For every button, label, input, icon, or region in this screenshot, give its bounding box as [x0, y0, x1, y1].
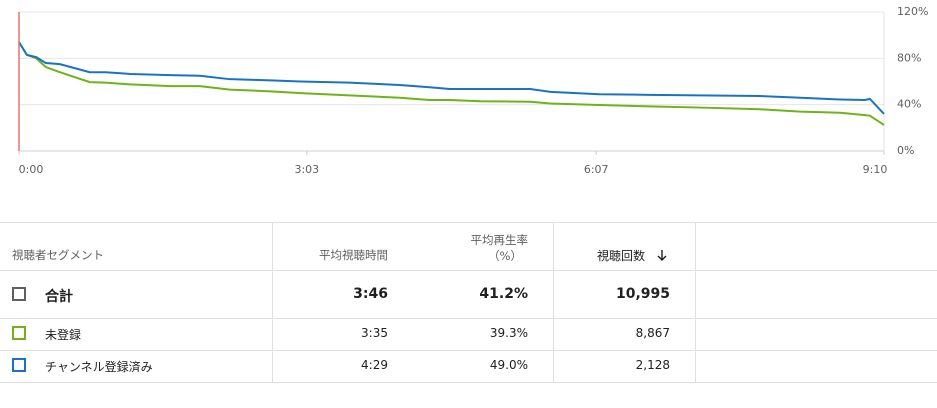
- cell: 8,867: [635, 326, 670, 340]
- row-border: [0, 318, 937, 319]
- chart: 0% 40% 80% 120% 0:00 3:03 6:07 9:10: [18, 5, 928, 176]
- header[interactable]: 平均視聴時間: [319, 248, 388, 262]
- y-tick-label: 120%: [897, 5, 928, 18]
- col-border: [695, 222, 696, 383]
- x-tick-label: 0:00: [19, 163, 44, 176]
- checkbox[interactable]: [12, 358, 26, 372]
- checkbox[interactable]: [12, 287, 26, 301]
- cell: 39.3%: [489, 326, 528, 340]
- cell: 2,128: [635, 358, 670, 372]
- x-tick-label: 3:03: [294, 163, 319, 176]
- header: 視聴者セグメント: [12, 248, 104, 262]
- segment: チャンネル登録済み: [45, 360, 153, 374]
- cell: 10,995: [615, 286, 670, 302]
- retention-line: [18, 41, 885, 115]
- header[interactable]: （%）: [488, 249, 522, 263]
- cell: 4:29: [361, 358, 388, 372]
- x-tick-label: 9:10: [863, 163, 888, 176]
- segment: 未登録: [45, 328, 82, 342]
- cell: 3:46: [353, 286, 388, 302]
- col-border: [272, 222, 273, 383]
- cell: 41.2%: [479, 286, 528, 302]
- checkbox[interactable]: [12, 326, 26, 340]
- sort-arrow[interactable]: [655, 248, 669, 262]
- row-border: [0, 350, 937, 351]
- y-tick-label: 80%: [897, 51, 921, 64]
- cell: 3:35: [361, 326, 388, 340]
- retention-line: [18, 41, 885, 126]
- row-border: [0, 270, 937, 271]
- y-tick-label: 40%: [897, 98, 921, 111]
- x-tick-label: 6:07: [584, 163, 609, 176]
- segment: 合計: [45, 289, 73, 305]
- row-border: [0, 222, 937, 223]
- header[interactable]: 視聴回数: [596, 249, 645, 263]
- row-border: [0, 382, 937, 383]
- header[interactable]: 平均再生率: [470, 233, 529, 247]
- y-tick-label: 0%: [897, 144, 914, 157]
- cell: 49.0%: [489, 358, 528, 372]
- col-border: [553, 222, 554, 383]
